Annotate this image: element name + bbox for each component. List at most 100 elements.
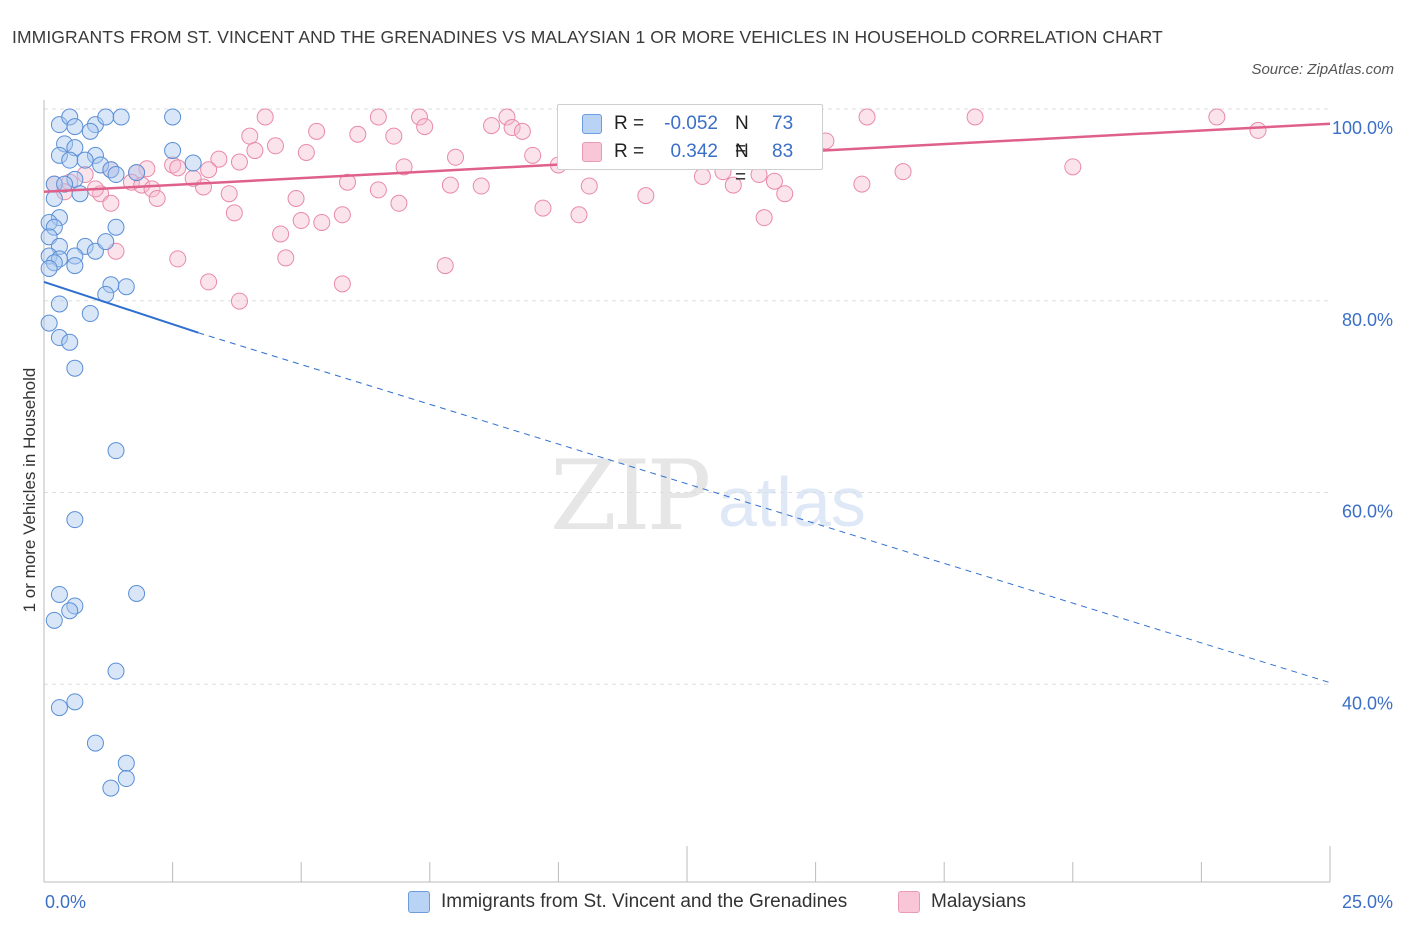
trend-line-immigrants xyxy=(43,280,199,334)
point-malaysians xyxy=(853,175,871,193)
legend-swatch-pink xyxy=(582,142,602,162)
point-immigrants xyxy=(107,442,125,460)
legend-r-label: R = xyxy=(614,113,645,134)
point-malaysians xyxy=(503,119,521,137)
legend-label-immigrants: Immigrants from St. Vincent and the Gren… xyxy=(441,891,848,912)
point-malaysians xyxy=(266,137,284,155)
point-malaysians xyxy=(580,177,598,195)
point-malaysians xyxy=(230,153,248,171)
point-immigrants xyxy=(61,602,79,620)
point-immigrants xyxy=(117,770,135,788)
point-malaysians xyxy=(411,108,429,126)
point-immigrants xyxy=(66,118,84,136)
legend-r-value: -0.052 xyxy=(664,113,718,134)
chart-title: IMMIGRANTS FROM ST. VINCENT AND THE GREN… xyxy=(12,27,1163,47)
legend-n-label: N = xyxy=(735,141,749,188)
point-malaysians xyxy=(894,163,912,181)
point-malaysians xyxy=(390,194,408,212)
point-immigrants xyxy=(50,146,68,164)
point-immigrants xyxy=(107,218,125,236)
point-immigrants xyxy=(50,699,68,717)
point-malaysians xyxy=(447,148,465,166)
point-immigrants xyxy=(40,259,58,277)
point-malaysians xyxy=(148,189,166,207)
point-immigrants xyxy=(76,151,94,169)
point-immigrants xyxy=(66,257,84,275)
point-malaysians xyxy=(498,108,516,126)
tick-labels: 40.0% 60.0% 80.0% 100.0% 0.0% 25.0% xyxy=(45,118,1393,912)
correlation-legend: R = -0.052 N = 73 R = 0.342 N = 83 xyxy=(557,104,823,188)
point-immigrants xyxy=(66,139,84,157)
point-malaysians xyxy=(513,122,531,140)
point-malaysians xyxy=(313,213,331,231)
point-malaysians xyxy=(308,122,326,140)
y-tick-label: 80.0% xyxy=(1342,310,1393,330)
point-immigrants xyxy=(45,611,63,629)
point-immigrants xyxy=(40,314,58,332)
watermark-zip: ZIP xyxy=(550,440,711,552)
point-malaysians xyxy=(102,194,120,212)
point-malaysians xyxy=(297,143,315,161)
point-malaysians xyxy=(776,185,794,203)
point-malaysians xyxy=(241,127,259,145)
point-malaysians xyxy=(164,156,182,174)
point-malaysians xyxy=(369,108,387,126)
point-malaysians xyxy=(169,250,187,268)
point-immigrants xyxy=(61,151,79,169)
trend-line-immigrants-extrapolated xyxy=(198,332,1331,684)
point-malaysians xyxy=(230,292,248,310)
legend-swatch-pink xyxy=(898,891,920,913)
point-immigrants xyxy=(71,185,89,203)
point-immigrants xyxy=(66,359,84,377)
point-malaysians xyxy=(395,158,413,176)
source-label: Source: ZipAtlas.com xyxy=(1251,61,1394,78)
legend-r-value: 0.342 xyxy=(670,141,718,162)
legend-n-value: 83 xyxy=(772,141,794,162)
point-immigrants xyxy=(66,597,84,615)
point-malaysians xyxy=(287,189,305,207)
point-malaysians xyxy=(693,167,711,185)
point-immigrants xyxy=(86,734,104,752)
point-malaysians xyxy=(570,206,588,224)
point-malaysians xyxy=(724,176,742,194)
point-malaysians xyxy=(292,212,310,230)
point-immigrants xyxy=(50,295,68,313)
legend-r-label: R = xyxy=(614,141,645,162)
point-immigrants xyxy=(164,108,182,126)
point-malaysians xyxy=(184,169,202,187)
legend-swatch-blue xyxy=(408,891,430,913)
point-immigrants xyxy=(184,154,202,172)
point-malaysians xyxy=(441,176,459,194)
point-immigrants xyxy=(97,233,115,251)
point-immigrants xyxy=(117,754,135,772)
point-malaysians xyxy=(416,118,434,136)
legend-label-malaysians: Malaysians xyxy=(931,891,1027,912)
y-tick-label: 40.0% xyxy=(1342,693,1393,713)
point-malaysians xyxy=(200,273,218,291)
legend-n-label: N = xyxy=(735,113,749,160)
point-malaysians xyxy=(755,209,773,227)
point-malaysians xyxy=(349,125,367,143)
point-immigrants xyxy=(61,333,79,351)
point-immigrants xyxy=(97,108,115,126)
point-malaysians xyxy=(436,257,454,275)
point-malaysians xyxy=(369,181,387,199)
point-malaysians xyxy=(385,127,403,145)
point-malaysians xyxy=(333,275,351,293)
point-malaysians xyxy=(483,117,501,135)
point-malaysians xyxy=(169,159,187,177)
point-malaysians xyxy=(765,172,783,190)
point-immigrants xyxy=(117,278,135,296)
point-malaysians xyxy=(338,173,356,191)
point-immigrants xyxy=(50,329,68,347)
point-malaysians xyxy=(1208,108,1226,126)
point-malaysians xyxy=(472,177,490,195)
point-malaysians xyxy=(256,108,274,126)
point-malaysians xyxy=(333,206,351,224)
point-malaysians xyxy=(225,204,243,222)
point-immigrants xyxy=(128,584,146,602)
point-immigrants xyxy=(61,108,79,126)
point-immigrants xyxy=(107,166,125,184)
point-immigrants xyxy=(164,142,182,160)
point-immigrants xyxy=(92,156,110,174)
